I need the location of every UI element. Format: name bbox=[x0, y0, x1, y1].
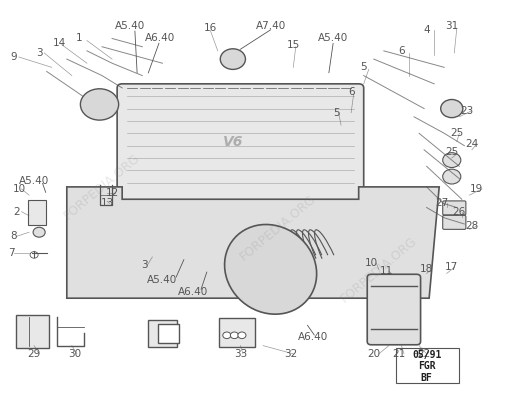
Text: 17: 17 bbox=[444, 262, 458, 272]
Ellipse shape bbox=[224, 225, 316, 314]
Text: 7: 7 bbox=[8, 248, 15, 258]
Text: FORPEDIA.ORG: FORPEDIA.ORG bbox=[237, 193, 318, 264]
Text: 21: 21 bbox=[391, 349, 405, 359]
Text: 22: 22 bbox=[417, 349, 430, 359]
Circle shape bbox=[237, 332, 245, 339]
Text: 26: 26 bbox=[452, 207, 465, 217]
Text: 28: 28 bbox=[465, 221, 478, 231]
Text: 15: 15 bbox=[286, 40, 299, 50]
Text: 14: 14 bbox=[53, 38, 66, 48]
Text: 23: 23 bbox=[460, 106, 473, 116]
Text: 30: 30 bbox=[68, 349, 81, 359]
Text: 5: 5 bbox=[332, 107, 339, 118]
Text: 19: 19 bbox=[469, 184, 483, 194]
Text: 6: 6 bbox=[397, 46, 404, 56]
Text: 13: 13 bbox=[100, 198, 114, 208]
Circle shape bbox=[230, 332, 238, 339]
Text: A5.40: A5.40 bbox=[318, 34, 348, 44]
Text: 2: 2 bbox=[13, 207, 20, 217]
Circle shape bbox=[222, 332, 230, 339]
Circle shape bbox=[220, 49, 245, 69]
Text: 6: 6 bbox=[347, 87, 353, 97]
Text: 3: 3 bbox=[36, 48, 42, 58]
FancyBboxPatch shape bbox=[148, 320, 176, 347]
Text: 20: 20 bbox=[367, 349, 380, 359]
Text: 05/91
FGR
BF: 05/91 FGR BF bbox=[411, 349, 440, 383]
Text: 31: 31 bbox=[444, 21, 458, 31]
Circle shape bbox=[442, 153, 460, 168]
Text: A7.40: A7.40 bbox=[255, 21, 285, 31]
FancyBboxPatch shape bbox=[442, 215, 465, 229]
Text: 33: 33 bbox=[233, 349, 246, 359]
Text: 12: 12 bbox=[105, 188, 119, 198]
FancyBboxPatch shape bbox=[17, 315, 49, 348]
Text: 5: 5 bbox=[360, 62, 366, 72]
Circle shape bbox=[442, 169, 460, 184]
FancyBboxPatch shape bbox=[442, 201, 465, 215]
FancyBboxPatch shape bbox=[218, 317, 254, 347]
Circle shape bbox=[33, 227, 45, 237]
Text: 10: 10 bbox=[13, 184, 26, 194]
Text: 29: 29 bbox=[27, 349, 40, 359]
Text: A5.40: A5.40 bbox=[114, 21, 144, 31]
Text: 8: 8 bbox=[11, 231, 17, 242]
Text: 32: 32 bbox=[283, 349, 297, 359]
Text: 16: 16 bbox=[203, 23, 217, 33]
FancyBboxPatch shape bbox=[395, 348, 459, 383]
FancyBboxPatch shape bbox=[158, 324, 179, 343]
Text: 25: 25 bbox=[449, 128, 463, 138]
Text: 10: 10 bbox=[364, 258, 377, 268]
Text: 18: 18 bbox=[419, 264, 432, 274]
Polygon shape bbox=[67, 187, 438, 298]
Circle shape bbox=[80, 89, 118, 120]
Text: 9: 9 bbox=[11, 52, 17, 62]
Text: A6.40: A6.40 bbox=[144, 34, 175, 44]
Circle shape bbox=[440, 100, 462, 117]
FancyBboxPatch shape bbox=[117, 84, 363, 203]
Text: 3: 3 bbox=[141, 260, 148, 270]
Text: A5.40: A5.40 bbox=[147, 275, 177, 285]
Text: 24: 24 bbox=[465, 139, 478, 149]
Text: 1: 1 bbox=[76, 34, 82, 44]
Text: A6.40: A6.40 bbox=[297, 332, 328, 342]
Text: FORPEDIA.ORG: FORPEDIA.ORG bbox=[61, 151, 142, 222]
FancyBboxPatch shape bbox=[27, 200, 45, 225]
Text: A6.40: A6.40 bbox=[177, 287, 208, 297]
FancyBboxPatch shape bbox=[367, 274, 420, 345]
Text: 4: 4 bbox=[423, 25, 429, 35]
Text: 11: 11 bbox=[379, 266, 392, 276]
Text: V6: V6 bbox=[222, 134, 243, 149]
Text: A5.40: A5.40 bbox=[19, 176, 49, 186]
Text: 27: 27 bbox=[434, 198, 447, 208]
Text: 25: 25 bbox=[444, 147, 458, 157]
Text: FORPEDIA.ORG: FORPEDIA.ORG bbox=[337, 234, 419, 305]
